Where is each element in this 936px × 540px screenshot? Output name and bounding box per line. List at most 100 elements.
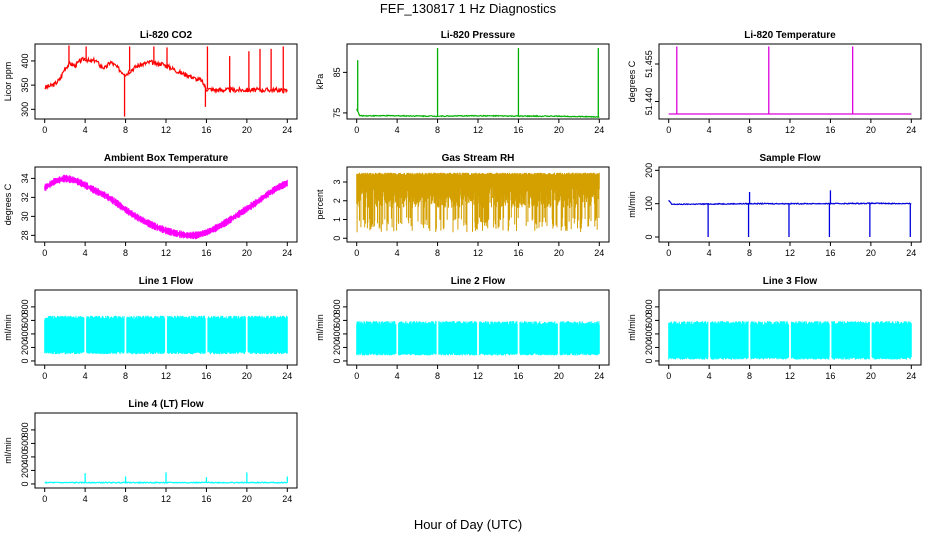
x-tick-label: 4 [707, 125, 712, 135]
y-axis-label: ml/min [3, 437, 13, 464]
x-tick-label: 0 [42, 248, 47, 258]
y-tick-label: 600 [332, 313, 342, 328]
figure-title: FEF_130817 1 Hz Diagnostics [379, 1, 557, 16]
panel-data [44, 315, 288, 355]
y-axis-label: ml/min [627, 314, 637, 341]
panel-data [356, 172, 600, 233]
y-tick-label: 51.455 [644, 50, 654, 78]
y-tick-label: 800 [20, 299, 30, 314]
y-tick-label: 800 [332, 299, 342, 314]
x-tick-label: 24 [594, 248, 604, 258]
x-tick-label: 4 [707, 248, 712, 258]
x-tick-label: 20 [242, 125, 252, 135]
series-line [356, 108, 600, 119]
y-tick-label: 51.440 [644, 88, 654, 116]
y-axis-label: Licor ppm [3, 62, 13, 102]
y-axis-label: degrees C [3, 183, 13, 225]
x-tick-label: 8 [435, 371, 440, 381]
panel-data [668, 46, 912, 115]
x-tick-label: 4 [395, 125, 400, 135]
series-band [668, 321, 912, 360]
y-tick-label: 2 [332, 198, 342, 203]
x-tick-label: 4 [83, 494, 88, 504]
x-tick-label: 16 [201, 125, 211, 135]
x-tick-label: 8 [435, 125, 440, 135]
panel-frame [34, 43, 298, 120]
y-tick-label: 400 [644, 326, 654, 341]
y-tick-label: 200 [20, 340, 30, 355]
y-tick-label: 200 [332, 340, 342, 355]
series-band [356, 321, 600, 356]
panel-title: Gas Stream RH [442, 153, 515, 164]
y-tick-label: 85 [332, 67, 342, 77]
panel-title: Line 4 (LT) Flow [128, 399, 204, 410]
panel-data [356, 48, 600, 119]
x-tick-label: 16 [825, 125, 835, 135]
y-tick-label: 0 [332, 358, 342, 363]
x-tick-label: 8 [747, 125, 752, 135]
y-tick-label: 0 [20, 358, 30, 363]
y-tick-label: 350 [20, 78, 30, 93]
x-tick-label: 12 [473, 125, 483, 135]
x-tick-label: 24 [594, 125, 604, 135]
x-tick-label: 24 [282, 494, 292, 504]
y-tick-label: 300 [20, 102, 30, 117]
x-tick-label: 12 [161, 125, 171, 135]
y-tick-label: 75 [332, 108, 342, 118]
x-tick-label: 24 [282, 125, 292, 135]
y-tick-label: 30 [20, 211, 30, 221]
x-tick-label: 20 [242, 248, 252, 258]
x-tick-label: 20 [242, 494, 252, 504]
x-tick-label: 0 [354, 371, 359, 381]
x-tick-label: 0 [354, 248, 359, 258]
panel-title: Line 1 Flow [139, 276, 194, 287]
x-tick-label: 24 [906, 248, 916, 258]
x-tick-label: 16 [513, 371, 523, 381]
x-tick-label: 4 [83, 371, 88, 381]
panel-1: Li-820 Pressure 0 4 8 12 16 20 24 75 85 kPa [315, 30, 610, 135]
panel-frame [346, 43, 610, 120]
x-tick-label: 20 [554, 371, 564, 381]
x-tick-label: 4 [83, 248, 88, 258]
panel-2: Li-820 Temperature 0 4 8 12 16 20 24 51.440 51.45… [627, 30, 922, 135]
x-tick-label: 12 [785, 248, 795, 258]
y-tick-label: 400 [20, 53, 30, 68]
x-tick-label: 20 [866, 248, 876, 258]
y-tick-label: 200 [644, 340, 654, 355]
x-tick-label: 4 [395, 371, 400, 381]
panel-title: Li-820 CO2 [140, 30, 193, 41]
y-tick-label: 600 [20, 313, 30, 328]
x-tick-label: 8 [123, 248, 128, 258]
x-tick-label: 24 [282, 371, 292, 381]
y-axis-label: ml/min [3, 314, 13, 341]
panel-data [356, 321, 600, 356]
x-tick-label: 16 [201, 494, 211, 504]
panel-title: Li-820 Temperature [744, 30, 836, 41]
x-tick-label: 16 [201, 248, 211, 258]
x-tick-label: 24 [906, 371, 916, 381]
x-tick-label: 12 [161, 494, 171, 504]
x-tick-label: 16 [513, 125, 523, 135]
panel-data [668, 190, 912, 237]
x-tick-label: 0 [42, 125, 47, 135]
y-tick-label: 200 [644, 163, 654, 178]
y-tick-label: 400 [332, 326, 342, 341]
y-tick-label: 600 [20, 436, 30, 451]
panel-data [44, 472, 288, 484]
panel-title: Line 3 Flow [763, 276, 818, 287]
x-tick-label: 8 [435, 248, 440, 258]
x-tick-label: 12 [161, 248, 171, 258]
x-tick-label: 0 [666, 125, 671, 135]
x-tick-label: 20 [554, 248, 564, 258]
panel-title: Sample Flow [759, 153, 820, 164]
y-tick-label: 0 [644, 358, 654, 363]
figure-x-axis-title: Hour of Day (UTC) [413, 517, 523, 532]
y-tick-label: 200 [20, 463, 30, 478]
y-tick-label: 1 [332, 217, 342, 222]
y-tick-label: 32 [20, 192, 30, 202]
y-tick-label: 28 [20, 230, 30, 240]
